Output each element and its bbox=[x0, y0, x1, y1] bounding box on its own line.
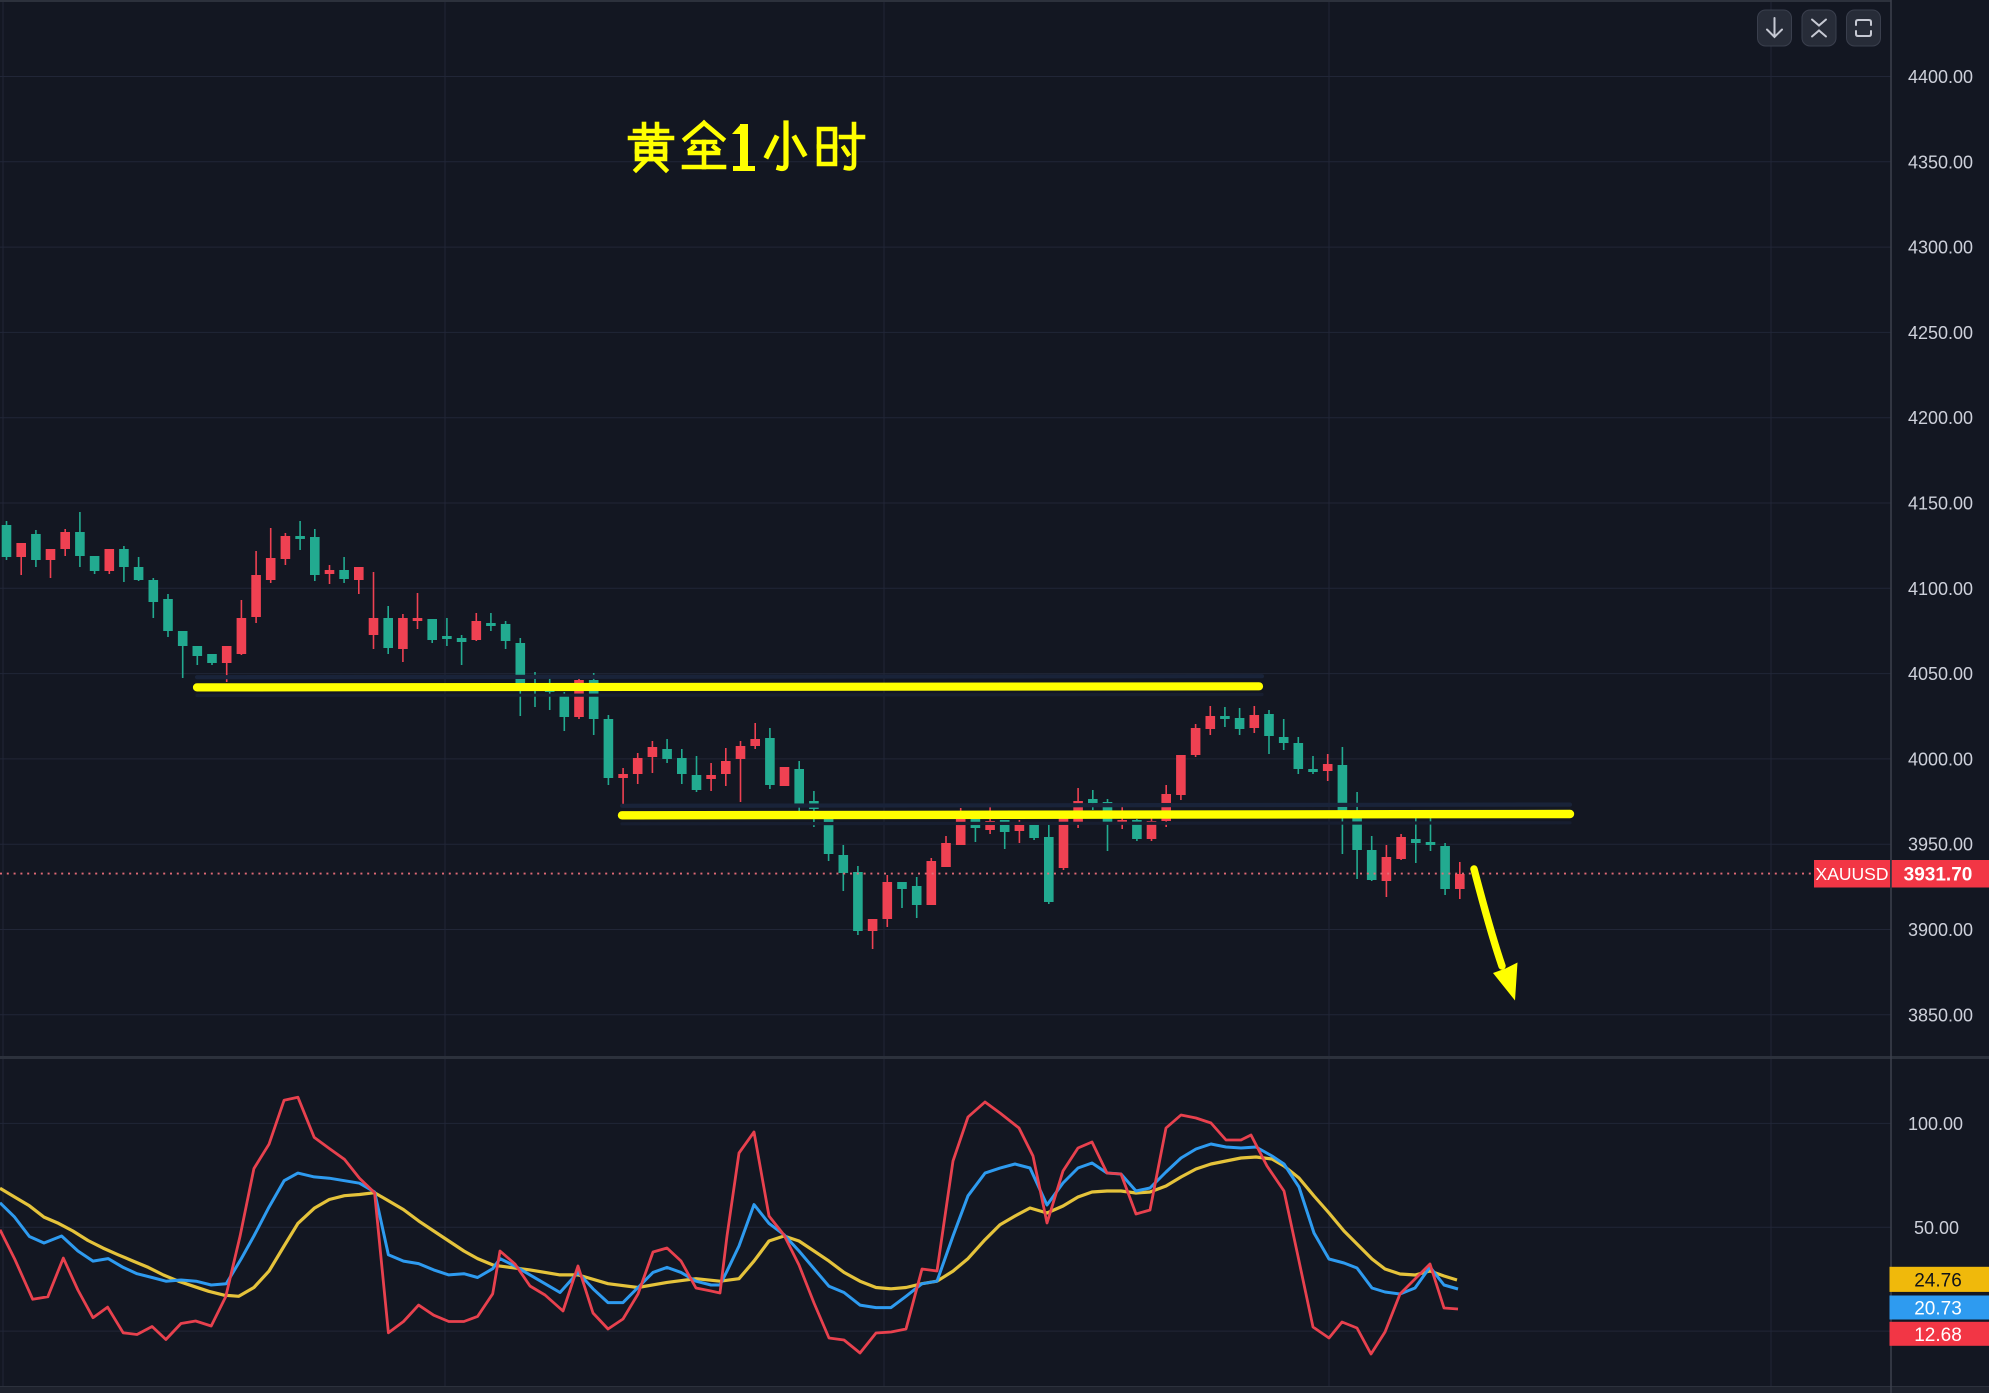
svg-text:4400.00: 4400.00 bbox=[1908, 67, 1973, 87]
svg-text:4250.00: 4250.00 bbox=[1908, 323, 1973, 343]
svg-text:XAUUSD: XAUUSD bbox=[1816, 864, 1889, 884]
svg-text:4050.00: 4050.00 bbox=[1908, 664, 1973, 684]
svg-text:4200.00: 4200.00 bbox=[1908, 408, 1973, 428]
svg-text:12.68: 12.68 bbox=[1914, 1325, 1962, 1346]
svg-text:3850.00: 3850.00 bbox=[1908, 1005, 1973, 1025]
svg-text:4350.00: 4350.00 bbox=[1908, 152, 1973, 172]
svg-text:100.00: 100.00 bbox=[1908, 1114, 1963, 1134]
svg-text:4300.00: 4300.00 bbox=[1908, 238, 1973, 258]
svg-text:4150.00: 4150.00 bbox=[1908, 494, 1973, 514]
svg-text:3950.00: 3950.00 bbox=[1908, 835, 1973, 855]
svg-text:3931.70: 3931.70 bbox=[1904, 865, 1973, 886]
svg-text:3900.00: 3900.00 bbox=[1908, 920, 1973, 940]
svg-text:4100.00: 4100.00 bbox=[1908, 579, 1973, 599]
svg-text:20.73: 20.73 bbox=[1914, 1299, 1962, 1320]
svg-text:24.76: 24.76 bbox=[1914, 1270, 1962, 1291]
svg-text:50.00: 50.00 bbox=[1914, 1218, 1959, 1238]
svg-text:4000.00: 4000.00 bbox=[1908, 749, 1973, 769]
